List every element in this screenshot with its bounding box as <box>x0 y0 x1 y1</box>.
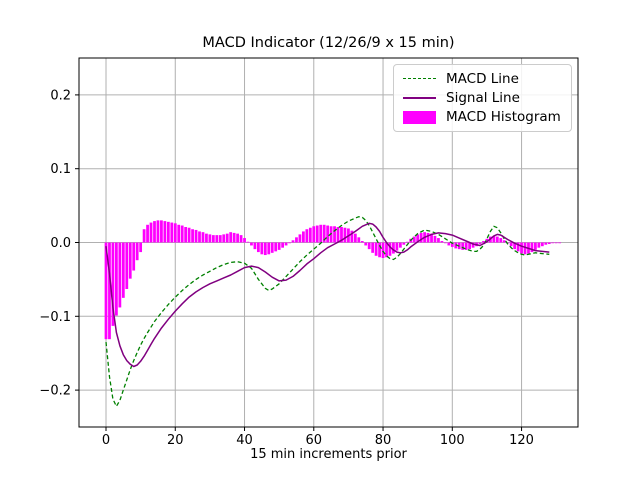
x-tick-label: 100 <box>440 433 465 448</box>
x-tick-label: 20 <box>167 433 184 448</box>
y-tick-label: 0.2 <box>50 88 71 103</box>
legend-label: MACD Histogram <box>446 109 561 126</box>
y-tick-label: −0.2 <box>39 384 71 399</box>
x-axis-label: 15 min increments prior <box>250 447 407 462</box>
signal-line-sample-icon <box>403 96 436 99</box>
legend-label: MACD Line <box>446 70 519 87</box>
legend: MACD Line Signal Line MACD Histogram <box>393 64 572 132</box>
x-tick-label: 60 <box>306 433 323 448</box>
signal-line-path <box>105 222 550 368</box>
x-tick-label: 80 <box>375 433 392 448</box>
legend-item-macd-histogram: MACD Histogram <box>403 108 562 127</box>
legend-item-signal-line: Signal Line <box>403 88 562 107</box>
legend-item-macd-line: MACD Line <box>403 69 562 88</box>
macd-line-sample-icon <box>403 78 436 80</box>
y-tick-label: 0.0 <box>50 236 71 251</box>
y-tick-label: 0.1 <box>50 162 71 177</box>
y-tick-label: −0.1 <box>39 310 71 325</box>
macd-histogram-sample-icon <box>403 110 436 124</box>
x-tick-label: 0 <box>102 433 110 448</box>
macd-line-path <box>105 216 550 407</box>
chart-title: MACD Indicator (12/26/9 x 15 min) <box>202 35 455 51</box>
legend-label: Signal Line <box>446 89 520 106</box>
tick-marks <box>75 94 523 431</box>
x-tick-label: 120 <box>509 433 534 448</box>
histogram-bars <box>104 220 562 340</box>
tick-labels: 0 20 40 60 80 100 120 −0.2 −0.1 0.0 0.1 0.2 <box>39 88 534 448</box>
x-tick-label: 40 <box>236 433 253 448</box>
